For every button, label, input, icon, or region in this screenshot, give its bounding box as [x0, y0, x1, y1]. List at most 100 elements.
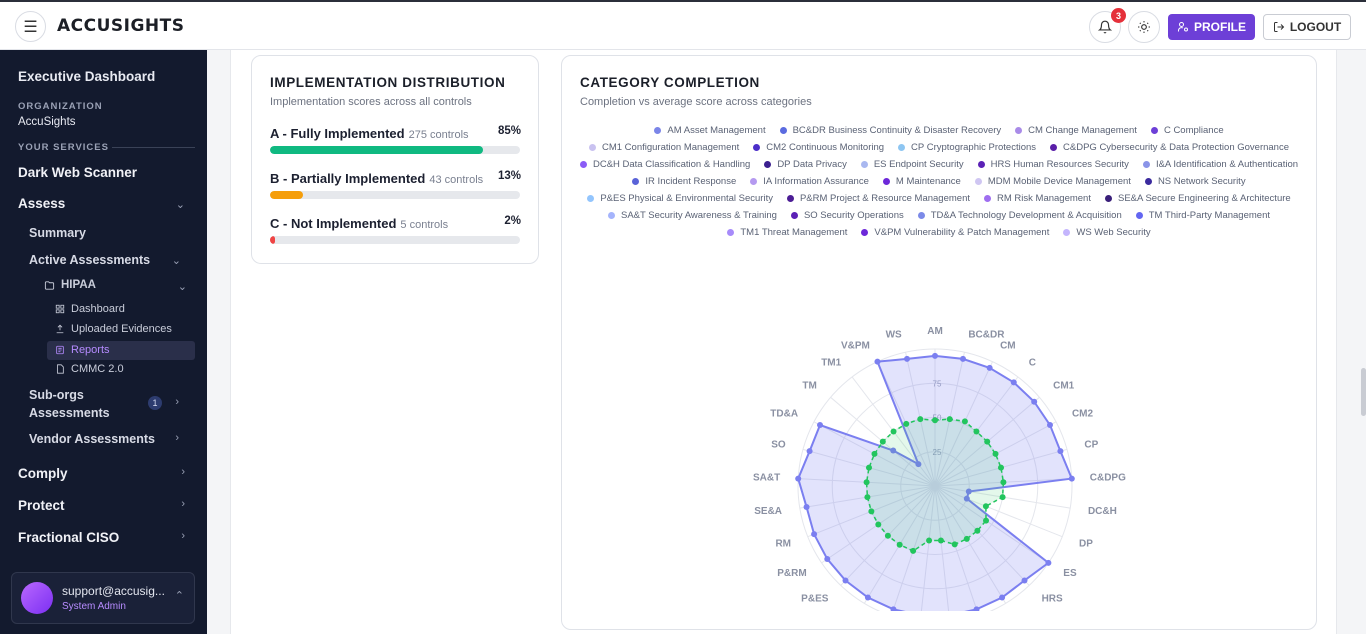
legend-item[interactable]: C Compliance [1150, 124, 1224, 136]
legend-item[interactable]: CM Change Management [1015, 124, 1137, 136]
radar-axis-label: CM2 [1072, 408, 1094, 419]
avatar [21, 582, 53, 614]
impl-progress-track [270, 191, 520, 199]
scrollbar-thumb[interactable] [1361, 368, 1366, 416]
chevron-right-icon: › [175, 396, 179, 408]
impl-row-fully: A - Fully Implemented 275 controls 85% [270, 125, 521, 154]
sidebar-item-vendor-assessments[interactable]: Vendor Assessments [29, 432, 155, 446]
legend-item[interactable]: TM Third-Party Management [1135, 209, 1270, 221]
legend-item[interactable]: SE&A Secure Engineering & Architecture [1104, 192, 1291, 204]
legend-item[interactable]: TD&A Technology Development & Acquisitio… [917, 209, 1122, 221]
radar-spoke [920, 485, 936, 611]
legend-item[interactable]: IR Incident Response [632, 175, 736, 187]
sidebar-item-reports[interactable]: Reports [55, 344, 110, 356]
radar-point-average [871, 450, 878, 457]
legend-item[interactable]: SO Security Operations [790, 209, 904, 221]
logout-button[interactable]: LOGOUT [1263, 14, 1351, 40]
radar-point-completion [811, 531, 818, 538]
sidebar-item-uploaded-evidences[interactable]: Uploaded Evidences [55, 323, 172, 335]
radar-axis-label: C [1029, 358, 1036, 369]
radar-point-completion [973, 606, 980, 611]
radar-spoke [934, 485, 1030, 586]
legend-item[interactable]: TM1 Threat Management [727, 226, 847, 238]
legend-label: IR Incident Response [645, 175, 737, 187]
impl-row-count: 5 controls [400, 219, 449, 231]
legend-swatch [587, 194, 595, 202]
legend-label: M Maintenance [895, 175, 961, 187]
legend-item[interactable]: BC&DR Business Continuity & Disaster Rec… [779, 124, 1001, 136]
legend-item[interactable]: P&RM Project & Resource Management [786, 192, 970, 204]
suborgs-label-line2: Assessments [29, 406, 110, 420]
legend-label: CP Cryptographic Protections [911, 141, 1037, 153]
legend-item[interactable]: MDM Mobile Device Management [974, 175, 1131, 187]
user-menu[interactable]: support@accusig... System Admin ⌃ [11, 572, 195, 624]
legend-swatch [764, 160, 772, 168]
profile-label: PROFILE [1193, 20, 1246, 34]
menu-icon[interactable]: ☰ [15, 11, 46, 42]
theme-toggle-button[interactable] [1128, 11, 1160, 43]
organization-label: ORGANIZATION [18, 101, 103, 112]
sidebar-item-suborgs-assessments[interactable]: Sub-orgs Assessments [29, 386, 110, 422]
organization-name: AccuSights [18, 116, 76, 128]
app-logo[interactable]: ACCUSIGHTS [57, 16, 185, 36]
legend-swatch [1150, 126, 1158, 134]
impl-row-pct: 85% [497, 125, 521, 137]
legend-item[interactable]: WS Web Security [1063, 226, 1151, 238]
radar-point-completion [824, 556, 831, 563]
radar-spoke [934, 485, 1007, 604]
radar-spoke [934, 485, 1063, 538]
sidebar-item-summary[interactable]: Summary [29, 226, 86, 240]
legend-item[interactable]: CM2 Continuous Monitoring [753, 141, 884, 153]
legend-item[interactable]: HRS Human Resources Security [977, 158, 1129, 170]
legend-item[interactable]: CM1 Configuration Management [588, 141, 739, 153]
legend-item[interactable]: DC&H Data Classification & Handling [579, 158, 750, 170]
legend-label: SE&A Secure Engineering & Architecture [1117, 192, 1291, 204]
sidebar-item-cmmc[interactable]: CMMC 2.0 [55, 363, 124, 375]
legend-item[interactable]: ES Endpoint Security [860, 158, 964, 170]
sidebar-item-dashboard[interactable]: Dashboard [55, 303, 125, 315]
legend-item[interactable]: NS Network Security [1144, 175, 1246, 187]
sidebar-item-fractional-ciso[interactable]: Fractional CISO [18, 530, 120, 545]
sidebar-item-hipaa[interactable]: HIPAA [44, 279, 96, 291]
legend-label: DP Data Privacy [777, 158, 847, 170]
sidebar-item-dark-web-scanner[interactable]: Dark Web Scanner [18, 165, 138, 180]
impl-row-pct: 2% [504, 215, 521, 227]
radar-axis-label: SA&T [753, 473, 780, 484]
radar-spoke [934, 485, 950, 611]
radar-axis-label: AM [927, 326, 943, 337]
legend-item[interactable]: CP Cryptographic Protections [898, 141, 1036, 153]
radar-point-average [932, 417, 938, 424]
radar-point-completion [817, 422, 824, 429]
sidebar-item-protect[interactable]: Protect [18, 498, 65, 513]
legend-item[interactable]: AM Asset Management [654, 124, 766, 136]
legend-item[interactable]: DP Data Privacy [764, 158, 847, 170]
cmmc-label: CMMC 2.0 [71, 363, 124, 375]
legend-item[interactable]: P&ES Physical & Environmental Security [587, 192, 773, 204]
legend-item[interactable]: M Maintenance [882, 175, 961, 187]
legend-item[interactable]: RM Risk Management [984, 192, 1091, 204]
radar-point-average [946, 416, 953, 423]
uploaded-evidences-label: Uploaded Evidences [71, 323, 172, 335]
implementation-distribution-card: IMPLEMENTATION DISTRIBUTION Implementati… [251, 55, 539, 264]
radar-axis-label: DP [1079, 538, 1093, 549]
radar-axis-label: SE&A [754, 506, 782, 517]
sidebar-item-assess[interactable]: Assess [18, 196, 66, 211]
legend-swatch [779, 126, 787, 134]
legend-item[interactable]: SA&T Security Awareness & Training [607, 209, 777, 221]
radar-point-average [1000, 479, 1007, 486]
legend-item[interactable]: C&DPG Cybersecurity & Data Protection Go… [1050, 141, 1289, 153]
reports-label: Reports [71, 344, 110, 356]
sidebar-item-active-assessments[interactable]: Active Assessments [29, 253, 151, 267]
sidebar-item-executive-dashboard[interactable]: Executive Dashboard [18, 69, 156, 84]
legend-item[interactable]: IA Information Assurance [750, 175, 869, 187]
radar-point-average [937, 537, 944, 544]
radar-axis-label: SO [771, 440, 786, 451]
radar-point-average [961, 418, 968, 425]
legend-item[interactable]: I&A Identification & Authentication [1142, 158, 1298, 170]
sidebar-item-comply[interactable]: Comply [18, 466, 68, 481]
legend-item[interactable]: V&PM Vulnerability & Patch Management [861, 226, 1049, 238]
notifications-button[interactable]: 3 [1089, 8, 1126, 43]
chevron-right-icon: › [181, 466, 185, 478]
radar-point-average [868, 508, 875, 515]
profile-button[interactable]: PROFILE [1168, 14, 1255, 40]
